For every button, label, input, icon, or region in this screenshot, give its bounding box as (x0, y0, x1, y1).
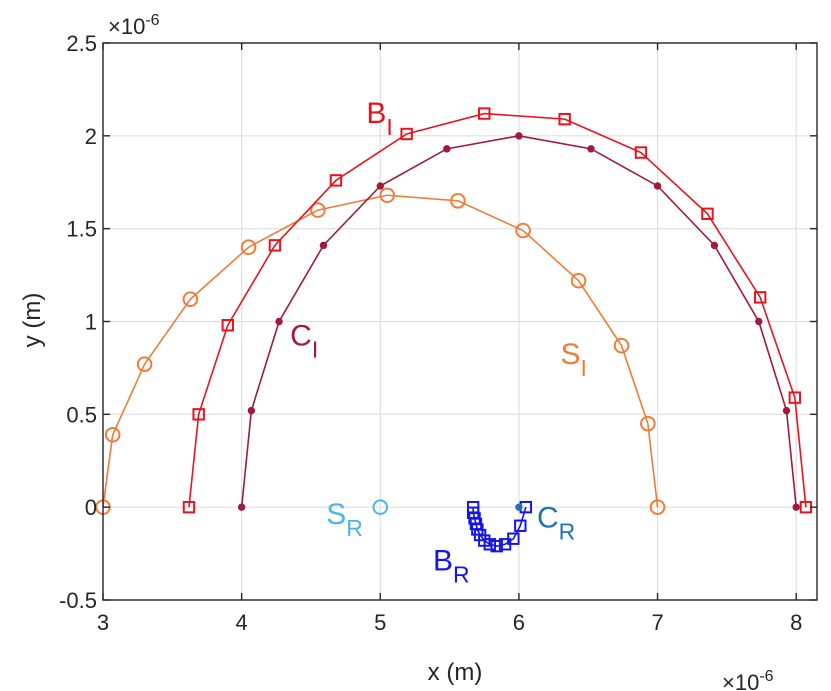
data-point (192, 408, 205, 421)
data-point (240, 239, 257, 256)
data-point (792, 503, 800, 511)
y-tick-label: -0.5 (59, 588, 97, 613)
data-point (182, 291, 199, 308)
series-b-r (466, 500, 533, 553)
y-tick-label: 2.5 (66, 31, 97, 56)
data-point (310, 202, 326, 218)
data-point (788, 391, 802, 404)
x-tick-label: 8 (790, 610, 802, 635)
data-point (275, 317, 283, 326)
series-layer (95, 107, 813, 553)
y-tick-label: 0 (85, 495, 97, 520)
data-point (515, 503, 523, 511)
data-point (450, 193, 466, 209)
data-point (247, 406, 256, 415)
data-point (443, 145, 451, 153)
data-point (782, 406, 791, 415)
data-point (400, 127, 413, 141)
series-c-r (515, 503, 523, 511)
data-point (753, 291, 767, 304)
data-point (558, 112, 571, 126)
data-point (104, 426, 121, 443)
data-point (515, 222, 531, 239)
data-point (640, 415, 656, 432)
data-point (268, 239, 282, 252)
data-point (376, 182, 384, 190)
annotation-c-r: CR (537, 502, 575, 545)
y-axis-label: y (m) (19, 293, 46, 348)
axes (102, 42, 818, 601)
series-line (102, 194, 659, 508)
series-line (188, 112, 807, 508)
data-point (329, 174, 343, 187)
data-point (587, 145, 595, 153)
data-point (490, 539, 503, 553)
data-point (319, 241, 328, 250)
data-point (613, 337, 630, 354)
y-tick-label: 1.5 (66, 217, 97, 242)
data-point (634, 146, 648, 159)
data-point (515, 132, 523, 140)
data-point (483, 538, 497, 551)
data-point (136, 356, 153, 373)
data-point (507, 532, 520, 545)
data-point (237, 503, 246, 511)
data-point (649, 499, 666, 515)
annotation-c-i: CI (290, 320, 318, 363)
data-point (182, 500, 196, 514)
x-tick-label: 5 (374, 610, 386, 635)
data-point (710, 241, 719, 250)
data-point (653, 182, 662, 190)
data-point (478, 107, 491, 120)
data-point (379, 187, 396, 204)
annotation-s-i: SI (561, 338, 587, 381)
series-c-i (237, 132, 800, 511)
y-tick-label: 0.5 (66, 402, 97, 427)
data-point (372, 499, 389, 515)
x-scale-multiplier: ×10-6 (722, 668, 774, 691)
y-tick-label: 1 (85, 310, 97, 335)
x-tick-label: 3 (97, 610, 109, 635)
data-point (514, 519, 527, 532)
annotations: BI CI SI SR BR CR (290, 97, 587, 587)
data-point (570, 272, 587, 289)
series-s-i (95, 187, 666, 515)
data-point (221, 319, 234, 332)
annotation-b-r: BR (433, 544, 470, 587)
x-scale-exponent: -6 (759, 668, 773, 685)
annotation-b-i: BI (366, 97, 392, 140)
y-scale-base: ×10 (108, 14, 145, 39)
x-axis-label: x (m) (428, 659, 483, 686)
data-point (755, 317, 763, 326)
y-tick-label: 2 (85, 124, 97, 149)
x-tick-label: 7 (651, 610, 663, 635)
tick-labels: 3 4 5 6 7 8 -0.5 0 0.5 1 1.5 2 2.5 (59, 31, 802, 635)
series-b-i (182, 107, 813, 514)
series-s-r (372, 499, 389, 515)
annotation-s-r: SR (326, 498, 363, 541)
x-tick-label: 4 (236, 610, 248, 635)
y-scale-exponent: -6 (145, 12, 159, 29)
data-point (701, 207, 714, 221)
x-scale-base: ×10 (722, 670, 759, 691)
y-scale-multiplier: ×10-6 (108, 12, 160, 39)
x-tick-label: 6 (513, 610, 525, 635)
